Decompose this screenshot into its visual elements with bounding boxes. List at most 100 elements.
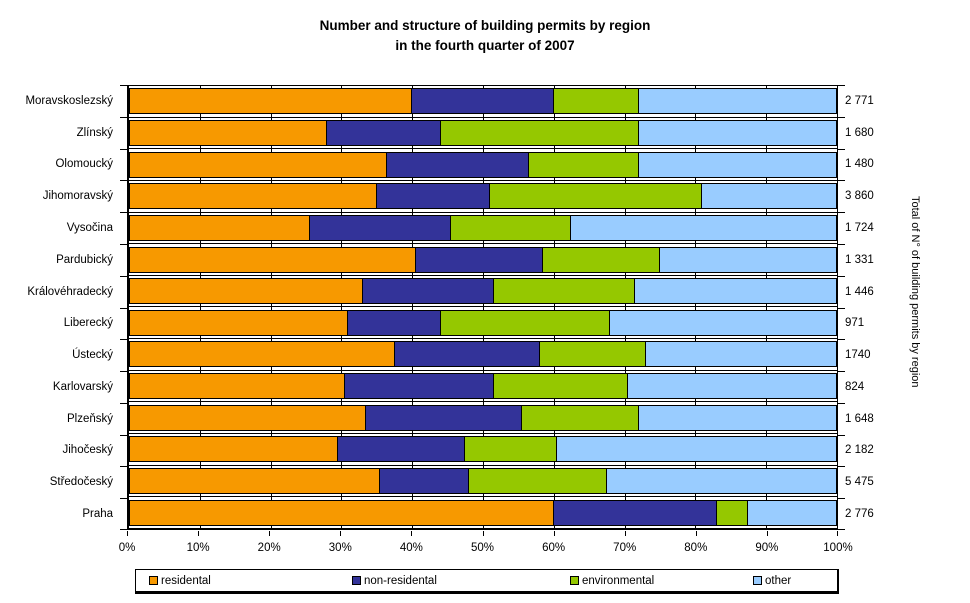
bar-row xyxy=(129,244,837,276)
bar-segment-residental xyxy=(129,183,377,210)
bar-segment-residental xyxy=(129,119,328,146)
bar-segment-non-residental xyxy=(412,88,554,115)
axis-tick xyxy=(120,402,127,404)
bar-segment-non-residental xyxy=(309,214,452,241)
axis-tick xyxy=(120,275,127,277)
bar-segment-residental xyxy=(129,309,349,336)
stacked-bar xyxy=(129,404,837,431)
total-value: 1 480 xyxy=(845,158,874,171)
bar-segment-environmental xyxy=(521,404,639,431)
bar-row xyxy=(129,371,837,403)
right-axis-ticks xyxy=(838,85,845,530)
x-axis-labels: 0% 10% 20% 30% 40% 50% 60% 70% 80% 90% 100% xyxy=(119,542,853,556)
bar-segment-non-residental xyxy=(327,119,441,146)
bar-segment-residental xyxy=(129,468,381,494)
bar-row xyxy=(129,213,837,245)
bar-segment-environmental xyxy=(529,151,639,178)
bar-segment-residental xyxy=(129,373,345,400)
bar-segment-environmental xyxy=(440,119,639,146)
bar-segment-non-residental xyxy=(553,499,717,526)
bar-segment-environmental xyxy=(490,183,703,210)
axis-tick xyxy=(838,402,845,404)
bar-row xyxy=(129,307,837,340)
axis-tick xyxy=(120,434,127,436)
bar-segment-other xyxy=(571,214,837,241)
axis-tick xyxy=(838,529,845,530)
chart-title-line2: in the fourth quarter of 2007 xyxy=(395,38,575,53)
bar-segment-other xyxy=(610,309,837,336)
bar-segment-residental xyxy=(129,278,363,305)
total-value: 1 724 xyxy=(845,222,874,235)
bar-row xyxy=(129,339,837,371)
axis-tick xyxy=(120,339,127,341)
total-value: 1740 xyxy=(845,349,871,362)
total-value: 1 648 xyxy=(845,412,874,425)
bar-segment-other xyxy=(628,373,837,400)
stacked-bar xyxy=(129,119,837,146)
stacked-bar xyxy=(129,151,837,178)
bar-segment-environmental xyxy=(465,436,558,463)
axis-tick xyxy=(838,466,845,468)
stacked-bar xyxy=(129,309,837,336)
bar-segment-other xyxy=(645,341,837,368)
bar-segment-other xyxy=(638,88,837,115)
bar-segment-residental xyxy=(129,499,554,526)
legend-label: residental xyxy=(161,574,211,587)
legend-label: non-residental xyxy=(364,574,437,587)
bar-row xyxy=(129,402,837,435)
stacked-bar xyxy=(129,373,837,400)
category-label: Ústecký xyxy=(72,349,113,362)
bar-segment-residental xyxy=(129,88,413,115)
bar-row xyxy=(129,181,837,213)
bar-segment-non-residental xyxy=(415,246,544,273)
bar-row xyxy=(129,434,837,466)
total-value: 2 776 xyxy=(845,508,874,521)
bar-segment-other xyxy=(557,436,837,463)
category-label: Olomoucký xyxy=(55,158,113,171)
x-tick-label: 30% xyxy=(328,542,352,554)
bar-segment-residental xyxy=(129,436,338,463)
y-axis-labels: Moravskoslezský Zlínský Olomoucký Jihomorav… xyxy=(0,85,120,530)
bar-segment-non-residental xyxy=(348,309,441,336)
axis-tick xyxy=(838,116,845,118)
axis-tick xyxy=(120,180,127,182)
category-label: Karlovarský xyxy=(52,380,113,393)
x-tick-label: 90% xyxy=(755,542,779,554)
legend-item-other: other xyxy=(753,575,791,587)
axis-tick xyxy=(766,531,768,536)
stacked-bar xyxy=(129,88,837,115)
chart-title: Number and structure of building permits… xyxy=(0,16,970,56)
axis-tick xyxy=(838,212,845,214)
bar-segment-non-residental xyxy=(380,468,469,494)
bar-segment-residental xyxy=(129,246,416,273)
stacked-bar xyxy=(129,183,837,210)
axis-tick xyxy=(127,531,128,536)
total-value: 2 771 xyxy=(845,94,874,107)
axis-tick xyxy=(695,531,697,536)
legend-item-non-residental: non-residental xyxy=(352,575,437,587)
bar-segment-environmental xyxy=(716,499,749,526)
bar-row xyxy=(129,118,837,150)
left-axis-ticks xyxy=(120,85,127,530)
category-label: Plzeňský xyxy=(66,412,113,425)
x-tick-label: 0% xyxy=(118,542,136,554)
bar-segment-other xyxy=(748,499,837,526)
x-tick-label: 80% xyxy=(684,542,708,554)
axis-tick xyxy=(838,148,845,150)
legend-item-residental: residental xyxy=(149,575,211,587)
bar-segment-other xyxy=(638,404,837,431)
total-value: 1 446 xyxy=(845,285,874,298)
axis-tick xyxy=(120,498,127,500)
bar-segment-other xyxy=(702,183,837,210)
axis-tick xyxy=(553,531,555,536)
axis-tick xyxy=(838,339,845,341)
axis-tick xyxy=(120,307,127,309)
bar-row xyxy=(129,276,837,308)
legend-label: other xyxy=(765,574,792,587)
axis-tick xyxy=(120,212,127,214)
stacked-bar xyxy=(129,499,837,526)
category-label: Jihomoravský xyxy=(42,190,113,203)
bar-segment-non-residental xyxy=(344,373,494,400)
bar-segment-environmental xyxy=(468,468,607,494)
